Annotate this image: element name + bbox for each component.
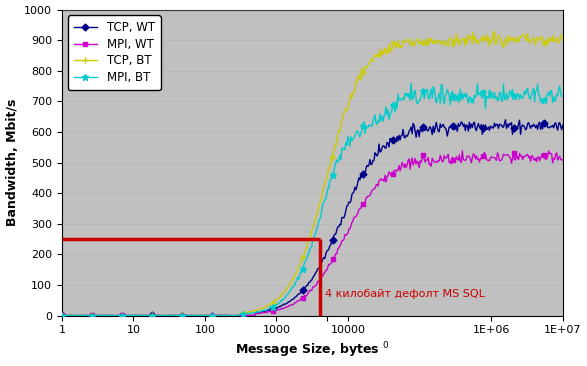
MPI, WT	[297, 297, 304, 301]
Line: MPI, WT: MPI, WT	[59, 148, 565, 318]
TCP, WT	[549, 123, 556, 128]
TCP, BT	[490, 29, 497, 34]
TCP, WT	[58, 313, 65, 317]
MPI, BT	[559, 94, 566, 98]
TCP, BT	[549, 33, 556, 38]
TCP, WT	[59, 313, 66, 318]
MPI, BT	[59, 313, 66, 318]
TCP, BT	[357, 78, 365, 82]
TCP, BT	[59, 313, 66, 318]
MPI, WT	[459, 149, 466, 153]
MPI, BT	[549, 100, 556, 105]
TCP, WT	[330, 234, 338, 238]
MPI, BT	[330, 169, 338, 174]
TCP, BT	[559, 38, 566, 43]
Legend: TCP, WT, MPI, WT, TCP, BT, MPI, BT: TCP, WT, MPI, WT, TCP, BT, MPI, BT	[68, 15, 161, 90]
TCP, WT	[357, 172, 365, 176]
MPI, BT	[58, 313, 65, 318]
MPI, WT	[58, 313, 65, 318]
MPI, BT	[471, 93, 478, 97]
MPI, BT	[407, 81, 414, 85]
TCP, BT	[330, 149, 338, 153]
MPI, BT	[297, 270, 304, 275]
X-axis label: Message Size, bytes $^0$: Message Size, bytes $^0$	[235, 341, 390, 361]
TCP, WT	[502, 117, 509, 122]
TCP, BT	[470, 30, 477, 35]
MPI, BT	[357, 132, 365, 136]
TCP, BT	[58, 313, 65, 318]
MPI, WT	[549, 161, 556, 165]
MPI, WT	[471, 153, 478, 157]
Line: TCP, WT: TCP, WT	[59, 117, 565, 318]
Text: 4 килобайт дефолт MS SQL: 4 килобайт дефолт MS SQL	[325, 289, 484, 299]
Y-axis label: Bandwidth, Mbit/s: Bandwidth, Mbit/s	[5, 99, 19, 226]
MPI, WT	[357, 206, 365, 210]
TCP, WT	[300, 288, 307, 292]
TCP, WT	[297, 291, 304, 295]
Line: TCP, BT: TCP, BT	[58, 28, 566, 319]
TCP, WT	[470, 121, 477, 125]
TCP, BT	[297, 259, 304, 264]
TCP, WT	[559, 123, 566, 127]
TCP, BT	[300, 253, 307, 257]
MPI, WT	[559, 158, 566, 162]
MPI, BT	[300, 263, 307, 268]
MPI, WT	[330, 255, 338, 260]
MPI, WT	[300, 295, 307, 300]
Line: MPI, BT: MPI, BT	[58, 79, 566, 319]
MPI, WT	[59, 313, 66, 318]
